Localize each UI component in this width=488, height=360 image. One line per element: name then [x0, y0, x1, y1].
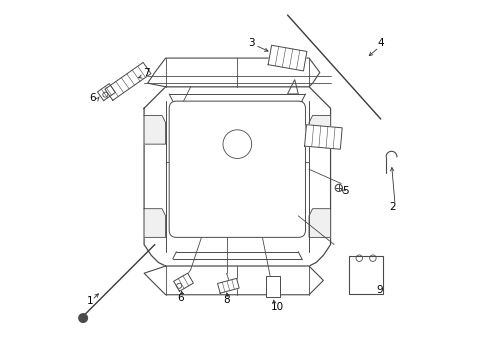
Text: 10: 10	[270, 302, 283, 312]
FancyBboxPatch shape	[348, 256, 382, 294]
Polygon shape	[304, 125, 342, 149]
Polygon shape	[144, 116, 165, 144]
Polygon shape	[97, 84, 115, 101]
Text: 7: 7	[143, 68, 150, 78]
Polygon shape	[267, 45, 306, 71]
Polygon shape	[147, 58, 319, 87]
Text: 6: 6	[177, 293, 183, 303]
FancyBboxPatch shape	[169, 101, 305, 237]
Text: 4: 4	[376, 37, 383, 48]
Polygon shape	[308, 209, 330, 237]
Polygon shape	[308, 116, 330, 144]
Text: 9: 9	[376, 285, 382, 295]
Text: 5: 5	[342, 186, 348, 196]
Polygon shape	[144, 209, 165, 237]
Text: 8: 8	[223, 294, 230, 305]
Polygon shape	[105, 62, 151, 100]
Text: 2: 2	[389, 202, 396, 212]
Polygon shape	[173, 273, 193, 291]
Polygon shape	[144, 266, 323, 295]
Text: 6: 6	[89, 93, 96, 103]
Text: 1: 1	[86, 296, 93, 306]
Polygon shape	[144, 87, 330, 266]
Polygon shape	[217, 278, 239, 293]
FancyBboxPatch shape	[265, 276, 279, 297]
Circle shape	[79, 314, 87, 322]
Text: 3: 3	[247, 37, 254, 48]
